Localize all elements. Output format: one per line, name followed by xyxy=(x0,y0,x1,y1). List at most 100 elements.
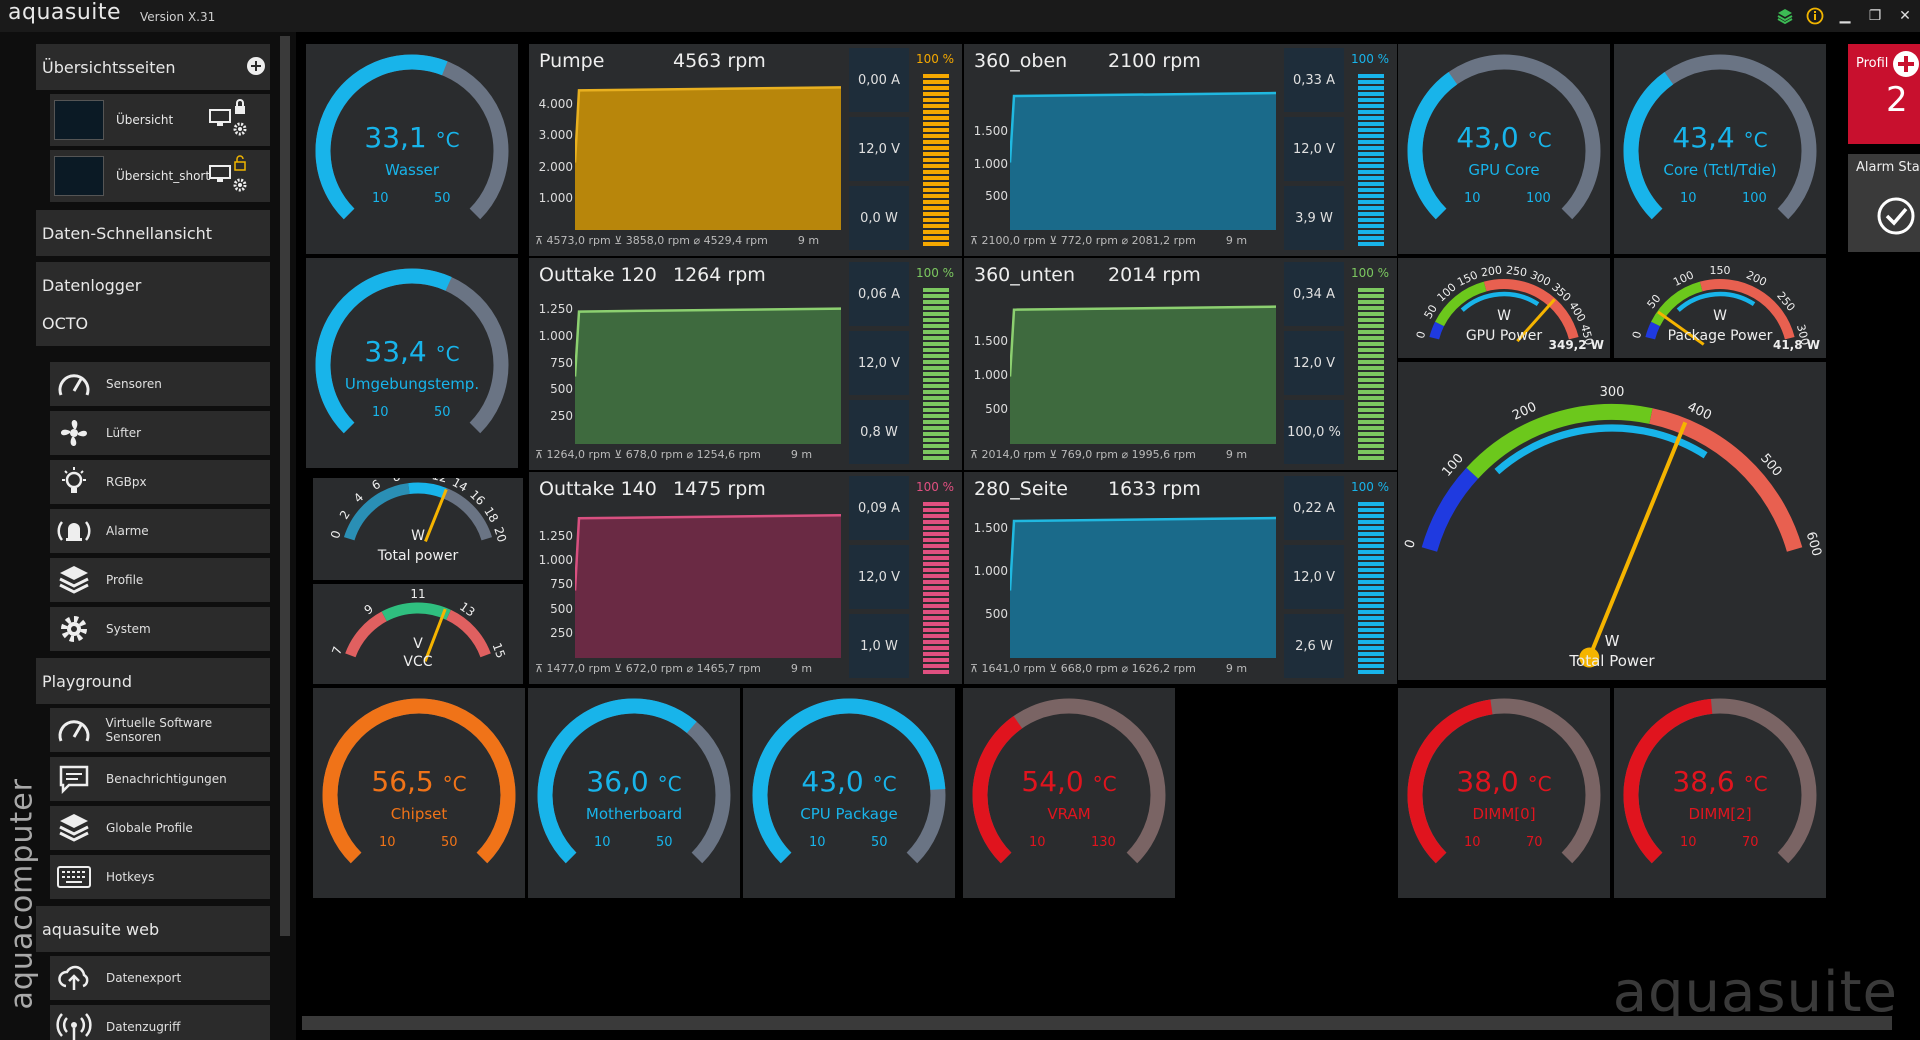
profile-button[interactable]: Profil 2 xyxy=(1848,44,1920,144)
rpm-area xyxy=(575,87,841,230)
gear-icon[interactable] xyxy=(232,177,248,197)
gauge-dimm2[interactable]: 38,6 °C DIMM[2] 10 70 xyxy=(1614,688,1826,898)
sidebar-section-datalogger[interactable]: Datenlogger xyxy=(36,262,270,308)
gauge-icon xyxy=(50,362,98,406)
horizontal-scrollbar[interactable] xyxy=(302,1016,1892,1030)
sidebar-item-sensoren[interactable]: Sensoren xyxy=(50,362,270,406)
page-item-uebersicht-short[interactable]: Übersicht_short xyxy=(50,150,270,202)
fan-tile-outtake-120[interactable]: Outtake 120 1264 rpm 1.250 1.000 750 500 250 ⊼ … xyxy=(529,258,962,470)
gauge-wasser[interactable]: 33,1 °C Wasser 10 50 xyxy=(306,44,518,254)
gauge-umgebung[interactable]: 33,4 °C Umgebungstemp. 10 50 xyxy=(306,258,518,468)
sidebar-item-label: RGBpx xyxy=(106,475,147,489)
sidebar-item-benachrichtigungen[interactable]: Benachrichtigungen xyxy=(50,757,270,801)
gauge-value: 38,6 °C xyxy=(1614,765,1826,798)
bar-segment xyxy=(1358,236,1384,240)
add-page-icon[interactable] xyxy=(246,56,266,80)
page-item-uebersicht[interactable]: Übersicht xyxy=(50,94,270,146)
sidebar-item-datenzugriff[interactable]: Datenzugriff xyxy=(50,1005,270,1040)
gauge-max: 50 xyxy=(871,835,888,850)
sidebar-item-l-fter[interactable]: Lüfter xyxy=(50,411,270,455)
fan-voltage: 12,0 V xyxy=(1284,331,1344,395)
fan-tile-360-oben[interactable]: 360_oben 2100 rpm 1.500 1.000 500 ⊼ 2100,0 rp… xyxy=(964,44,1397,256)
y-tick-label: 500 xyxy=(550,382,573,397)
sidebar-item-profile[interactable]: Profile xyxy=(50,558,270,602)
semi-gauge-vcc[interactable]: 7 9 11 13 15 V VCC xyxy=(313,584,523,684)
gauge-value: 33,4 °C xyxy=(306,335,518,368)
gauge-max: 100 xyxy=(1526,191,1551,206)
fan-voltage-value: 12,0 V xyxy=(1293,355,1335,371)
gauge-gpu-core[interactable]: 43,0 °C GPU Core 10 100 xyxy=(1398,44,1610,254)
semi-gauge-package-power[interactable]: 0 50 100 150 200 250 300 W Package Power 41,8 W xyxy=(1614,258,1826,358)
sidebar-section-playground[interactable]: Playground xyxy=(36,658,270,704)
sidebar-section-overview[interactable]: Übersichtsseiten xyxy=(36,44,270,90)
monitor-icon[interactable] xyxy=(208,108,232,132)
gauge-fill xyxy=(315,54,448,220)
gauge-label: Package Power xyxy=(1667,328,1773,344)
sidebar-item-virtuelle-software-sensoren[interactable]: Virtuelle Software Sensoren xyxy=(50,708,270,752)
gauge-value-number: 38,0 xyxy=(1456,765,1519,798)
semi-gauge-gpu-power[interactable]: 0 50 100 150 200 250 300 350 400 450 W GPU Power 349… xyxy=(1398,258,1610,358)
gauge-reading: 41,8 W xyxy=(1772,338,1820,352)
restore-icon[interactable]: ❐ xyxy=(1868,8,1882,24)
bar-segment xyxy=(1358,354,1384,358)
minimize-icon[interactable]: ▁ xyxy=(1839,8,1851,24)
sidebar-section-web[interactable]: aquasuite web xyxy=(36,906,270,952)
fan-tile-280-seite[interactable]: 280_Seite 1633 rpm 1.500 1.000 500 ⊼ 1641,0 r… xyxy=(964,472,1397,684)
bar-segment xyxy=(1358,586,1384,590)
semi-gauge-total-power-small[interactable]: 02468101214161820WTotal power xyxy=(313,478,523,580)
layers-status-icon[interactable] xyxy=(1770,0,1800,32)
bar-segment xyxy=(923,384,949,388)
tick-label: 0 xyxy=(328,529,344,540)
bar-segment xyxy=(923,74,949,78)
bar-segment xyxy=(1358,74,1384,78)
sidebar-item-alarme[interactable]: Alarme xyxy=(50,509,270,553)
sidebar-section-device[interactable]: OCTO xyxy=(36,308,270,346)
sidebar-item-rgbpx[interactable]: RGBpx xyxy=(50,460,270,504)
arc-segment xyxy=(1429,321,1445,340)
sidebar-item-label: Datenexport xyxy=(106,971,182,985)
arc-segment xyxy=(1421,467,1479,552)
gauge-unit: W xyxy=(1713,308,1727,324)
sidebar-item-label: Profile xyxy=(106,573,144,587)
fan-stats: ⊼ 1264,0 rpm ⊻ 678,0 rpm ⌀ 1254,6 rpm xyxy=(535,448,761,461)
info-icon[interactable] xyxy=(1800,0,1830,32)
gauge-value: 43,4 °C xyxy=(1614,121,1826,154)
unlock-icon[interactable] xyxy=(233,155,247,175)
bar-segment xyxy=(1358,342,1384,346)
monitor-icon[interactable] xyxy=(208,164,232,188)
alarm-status-button[interactable]: Alarm Stat xyxy=(1848,154,1920,252)
gauge-motherboard[interactable]: 36,0 °C Motherboard 10 50 xyxy=(528,688,740,898)
sidebar-item-globale-profile[interactable]: Globale Profile xyxy=(50,806,270,850)
fan-power-value: 0,8 W xyxy=(860,424,898,440)
sidebar-section-quickview[interactable]: Daten-Schnellansicht xyxy=(36,210,270,256)
bar-segment xyxy=(923,110,949,114)
fan-timespan: 9 m xyxy=(790,662,813,675)
gauge-vram[interactable]: 54,0 °C VRAM 10 130 xyxy=(963,688,1175,898)
gauge-unit: °C xyxy=(1527,128,1552,152)
bar-segment xyxy=(923,128,949,132)
close-icon[interactable]: ✕ xyxy=(1899,8,1911,24)
gauge-unit: °C xyxy=(1092,772,1117,796)
sidebar-scrollbar[interactable] xyxy=(280,36,290,936)
semi-gauge-total-power-big[interactable]: 0 100 200 300 400 500 600 W Total Power xyxy=(1398,362,1826,680)
fan-tile-pumpe[interactable]: Pumpe 4563 rpm 4.000 3.000 2.000 1.000 ⊼ 4573,… xyxy=(529,44,962,256)
arc-segment xyxy=(1649,408,1803,552)
gauge-cpu-package[interactable]: 43,0 °C CPU Package 10 50 xyxy=(743,688,955,898)
sidebar-item-datenexport[interactable]: Datenexport xyxy=(50,956,270,1000)
fan-tile-outtake-140[interactable]: Outtake 140 1475 rpm 1.250 1.000 750 500 250 ⊼ … xyxy=(529,472,962,684)
fan-tile-360-unten[interactable]: 360_unten 2014 rpm 1.500 1.000 500 ⊼ 2014,0 r… xyxy=(964,258,1397,470)
gauge-unit: °C xyxy=(1743,128,1768,152)
lock-icon[interactable] xyxy=(233,99,247,119)
gauge-chipset[interactable]: 56,5 °C Chipset 10 50 xyxy=(313,688,525,898)
gauge-core-tctl[interactable]: 43,4 °C Core (Tctl/Tdie) 10 100 xyxy=(1614,44,1826,254)
gear-icon[interactable] xyxy=(232,121,248,141)
bar-segment xyxy=(923,610,949,614)
gauge-unit: °C xyxy=(1527,772,1552,796)
sidebar-item-system[interactable]: System xyxy=(50,607,270,651)
sidebar-item-hotkeys[interactable]: Hotkeys xyxy=(50,855,270,899)
gauge-dimm0[interactable]: 38,0 °C DIMM[0] 10 70 xyxy=(1398,688,1610,898)
arc-segment xyxy=(1435,281,1487,327)
gauge-arc xyxy=(322,698,516,864)
gauge-max: 50 xyxy=(434,191,451,206)
